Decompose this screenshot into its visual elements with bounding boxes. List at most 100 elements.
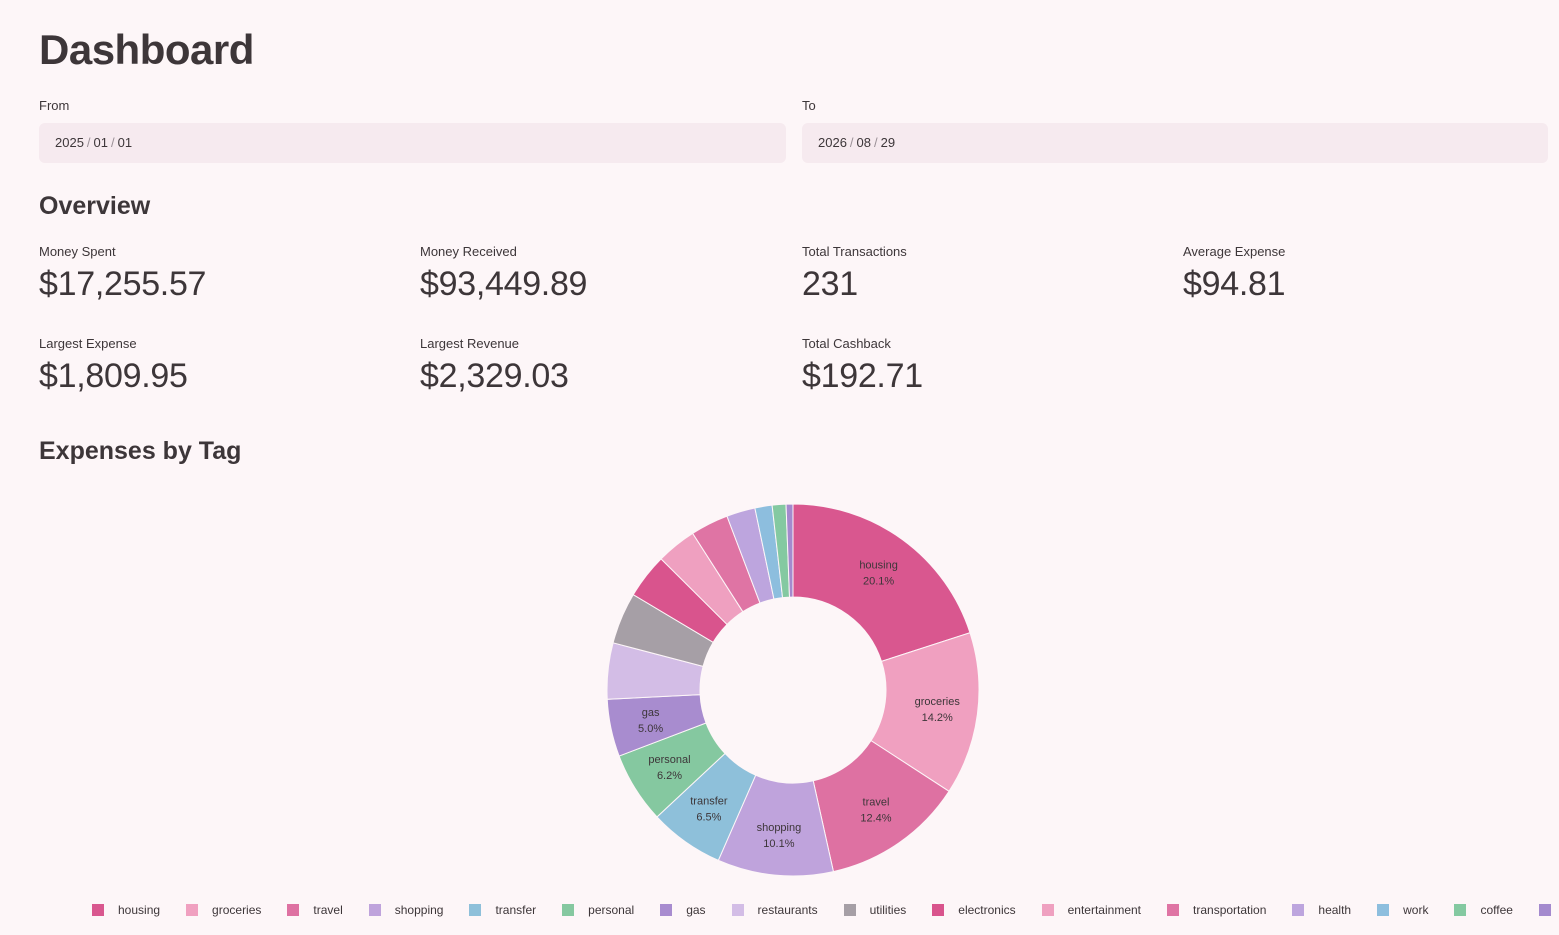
metric-value: $93,449.89 [420,265,588,303]
legend-label: electronics [958,903,1016,917]
slice-label-name: transfer [690,796,728,808]
metric-average-expense: Average Expense $94.81 [1183,244,1543,304]
slice-label-name: groceries [915,696,961,708]
to-year: 2026 [818,135,847,150]
legend-item-entertainment[interactable]: entertainment [1041,903,1142,917]
metric-money-received: Money Received $93,449.89 [420,244,780,304]
slice-label-name: gas [642,707,660,719]
legend-swatch [469,904,482,916]
slice-label-percent: 12.4% [860,813,891,825]
legend-item-personal[interactable]: personal [562,903,634,917]
legend-label: health [1318,903,1352,917]
metric-value: $94.81 [1183,265,1286,303]
metric-label: Total Transactions [802,244,907,259]
legend-item-utilities[interactable]: utilities [843,903,907,917]
legend-swatch [1292,904,1305,916]
legend-item-fitness[interactable]: fitness [1538,903,1559,917]
metric-label: Largest Expense [39,336,137,351]
from-label: From [39,98,70,113]
from-day: 01 [117,135,133,150]
expenses-by-tag-title: Expenses by Tag [39,437,242,465]
legend-item-work[interactable]: work [1377,903,1428,917]
legend-swatch [932,904,945,916]
legend-label: restaurants [757,903,818,917]
to-month: 08 [856,135,872,150]
legend-swatch [731,904,744,916]
legend-label: gas [686,903,706,917]
metric-label: Money Spent [39,244,116,259]
legend-label: work [1403,903,1429,917]
metric-label: Average Expense [1183,244,1286,259]
legend-label: travel [313,903,343,917]
legend-item-coffee[interactable]: coffee [1454,903,1513,917]
metric-largest-expense: Largest Expense $1,809.95 [39,336,399,396]
slice-label-percent: 14.2% [922,712,953,724]
page-title: Dashboard [39,26,254,73]
slice-label-name: housing [859,559,898,571]
metric-money-spent: Money Spent $17,255.57 [39,244,399,304]
legend-label: shopping [394,903,444,917]
slice-label-name: travel [863,797,890,809]
legend-swatch [1041,904,1054,916]
to-day: 29 [880,135,896,150]
expenses-donut-chart: housing 20.1% groceries 14.2% travel 12.4% sho… [606,503,980,877]
overview-title: Overview [39,192,151,220]
metric-total-cashback: Total Cashback $192.71 [802,336,1162,396]
legend-swatch [1454,904,1467,916]
legend-swatch [186,904,199,916]
legend-item-electronics[interactable]: electronics [932,903,1016,917]
metric-label: Money Received [420,244,517,259]
slice-label-percent: 20.1% [863,575,894,587]
legend-label: coffee [1480,903,1513,917]
chart-legend: housing groceries travel shopping transfer pe… [92,900,1559,920]
slice-label-percent: 10.1% [763,838,794,850]
legend-swatch [843,904,856,916]
legend-label: groceries [212,903,262,917]
legend-swatch [287,904,300,916]
legend-swatch [368,904,381,916]
from-date-input[interactable]: 2025/01/01 [39,123,786,163]
slice-label-percent: 5.0% [638,723,663,735]
slice-label-percent: 6.2% [657,770,682,782]
legend-label: personal [588,903,635,917]
legend-swatch [1538,904,1551,916]
legend-item-groceries[interactable]: groceries [186,903,261,917]
legend-item-transportation[interactable]: transportation [1167,903,1266,917]
legend-swatch [562,904,575,916]
slice-housing[interactable] [792,503,971,663]
legend-label: transfer [495,903,537,917]
to-date-input[interactable]: 2026/08/29 [802,123,1548,163]
legend-label: entertainment [1067,903,1142,917]
legend-item-restaurants[interactable]: restaurants [731,903,818,917]
slice-label-name: personal [648,754,690,766]
legend-item-shopping[interactable]: shopping [368,903,444,917]
legend-swatch [92,904,104,916]
metric-largest-revenue: Largest Revenue $2,329.03 [420,336,780,396]
slice-label-name: shopping [757,822,802,834]
legend-swatch [1377,904,1390,916]
legend-label: housing [118,903,161,917]
legend-label: transportation [1193,903,1267,917]
metric-value: $1,809.95 [39,357,188,395]
metric-label: Total Cashback [802,336,891,351]
metric-value: $192.71 [802,357,923,395]
metric-label: Largest Revenue [420,336,520,351]
metric-value: 231 [802,265,858,303]
to-label: To [802,98,816,113]
legend-label: utilities [869,903,907,917]
metric-value: $2,329.03 [420,357,569,395]
metric-total-transactions: Total Transactions 231 [802,244,1162,304]
legend-swatch [1167,904,1180,916]
from-month: 01 [93,135,109,150]
legend-swatch [660,904,673,916]
metric-value: $17,255.57 [39,265,207,303]
slice-fitness[interactable] [785,503,794,598]
slice-label-percent: 6.5% [696,812,721,824]
from-year: 2025 [55,135,84,150]
legend-item-transfer[interactable]: transfer [469,903,536,917]
legend-item-gas[interactable]: gas [660,903,706,917]
legend-item-travel[interactable]: travel [287,903,343,917]
legend-item-health[interactable]: health [1292,903,1351,917]
legend-item-housing[interactable]: housing [92,903,160,917]
